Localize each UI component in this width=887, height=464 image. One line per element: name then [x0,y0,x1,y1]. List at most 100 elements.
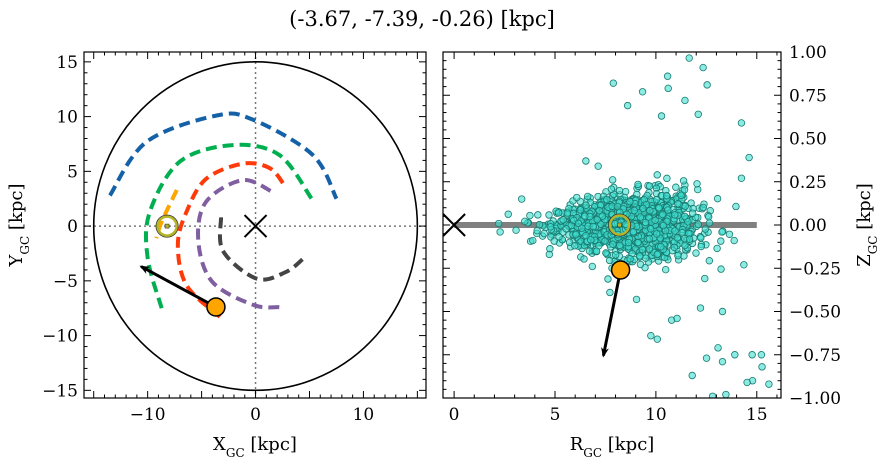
scatter-point [701,225,710,233]
y-tick-label: −0.50 [789,303,841,323]
scatter-point [663,174,671,183]
scatter-point [705,219,714,227]
y-tick-label: −0.75 [789,346,841,366]
scatter-point [701,274,709,283]
scatter-point [645,182,654,190]
galactic-center-marker [243,214,268,238]
scatter-point [740,261,748,269]
scatter-point [704,213,713,221]
y-tick-label: 0.75 [789,86,827,106]
scatter-point [673,314,681,323]
scatter-point [632,295,641,304]
scatter-point [708,392,717,398]
scatter-point [651,216,659,224]
scatter-point [583,192,592,201]
scatter-point [688,209,697,217]
scatter-point [571,242,579,250]
boundary-circle [92,61,419,392]
scatter-point [677,191,685,199]
spiral-arm-5 [154,189,179,239]
scatter-point [699,63,707,72]
scatter-point [714,344,722,352]
scatter-point [611,251,620,259]
scatter-point [674,251,682,260]
scatter-point [534,211,542,219]
scatter-point [718,357,727,366]
scatter-point [563,209,572,217]
scatter-point [496,228,504,236]
scatter-point [718,307,727,316]
scatter-point [582,201,590,209]
scatter-point [681,202,689,210]
sun-marker [608,213,632,237]
scatter-point [673,234,682,242]
scatter-point [655,204,663,212]
scatter-point [737,174,746,182]
y-tick-label: −0.25 [789,259,841,279]
scatter-point [732,202,740,211]
y-tick-label: 0.25 [789,173,827,193]
right-panel-rz: 0 5 10 15 1.00 0.75 0.50 0.25 0.00 −0.25 −0.50 −0.7… [442,43,880,460]
plot-area [84,52,426,398]
scatter-point [592,247,601,255]
scatter-point [616,241,624,250]
scatter-point [585,247,594,255]
x-axis-label-unit: [kpc] [245,434,297,455]
scatter-point [607,185,616,193]
scatter-point [609,240,617,248]
scatter-point [731,351,739,359]
spiral-arm-4 [217,217,306,282]
x-axis-label-sub: GC [226,446,245,460]
scatter-point [702,354,711,362]
scatter-point [636,260,645,269]
y-tick-label: 0.00 [789,216,827,236]
scatter-point [634,180,642,189]
sun-ring-outer [608,213,632,237]
scatter-point [636,213,645,221]
scatter-point [713,244,721,253]
y-tick-label: −1.00 [789,389,841,409]
galactic-center-marker [443,213,466,237]
spiral-arm-0 [108,111,339,200]
scatter-point [626,255,634,263]
scatter-point [533,226,541,235]
sun-dot [164,223,170,229]
spiral-arm-2 [175,161,287,319]
scatter-point [646,206,654,215]
axes-frame [442,51,782,399]
x-axis-label-main: X [213,434,226,455]
scatter-point [602,249,610,257]
x-tick-label: 10 [645,405,667,425]
x-axis-label-main: R [570,434,584,455]
velocity-arrow [601,269,623,358]
scatter-point [679,177,688,185]
x-tick-label: −10 [130,405,166,425]
scatter-point [680,186,689,194]
scatter-point [730,236,738,245]
scatter-point [540,229,548,238]
scatter-point [580,255,588,263]
scatter-point [685,54,693,62]
scatter-point [512,226,520,234]
velocity-arrow [139,265,217,309]
scatter-point [630,206,638,215]
scatter-point [639,204,647,213]
axes-frame [83,51,427,399]
scatter-point [535,220,544,229]
y-axis-label-sub: GC [18,236,32,255]
sun-ring-outer [155,214,179,238]
scatter-point [608,176,617,184]
x-tick-label: 10 [353,405,375,425]
scatter-point [684,218,692,226]
scatter-point [688,371,696,380]
scatter-point [545,250,554,259]
scatter-point [582,232,590,240]
spiral-arm-3 [196,178,280,310]
scatter-point [661,265,670,274]
scatter-point [653,250,662,259]
x-axis-label: RGC [kpc] [570,434,655,460]
scatter-point [657,242,665,251]
scatter-point [624,238,633,247]
